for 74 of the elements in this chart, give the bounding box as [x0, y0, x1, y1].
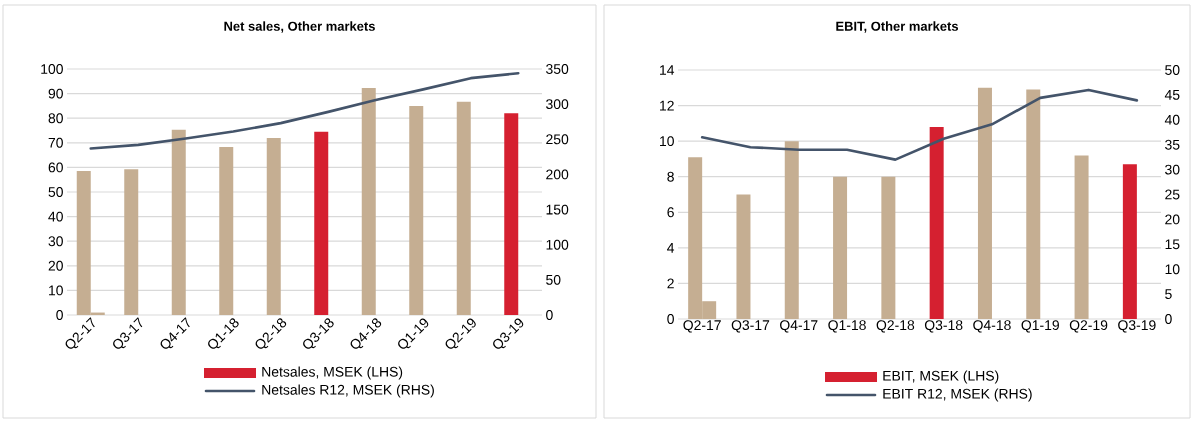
chart-title: Net sales, Other markets [224, 21, 375, 33]
y2-tick-label: 0 [1165, 314, 1172, 324]
y-tick-label: 0 [667, 314, 674, 324]
bar [833, 176, 848, 319]
y2-tick-label: 200 [546, 169, 569, 180]
y-tick-label: 0 [56, 310, 63, 320]
y2-tick-label: 250 [546, 134, 569, 145]
bar [1074, 155, 1089, 319]
y2-tick-label: 5 [1165, 289, 1172, 299]
y-tick-label: 20 [48, 260, 63, 271]
y-tick-label: 70 [48, 137, 63, 148]
bar [171, 129, 186, 315]
y-tick-label: 60 [48, 162, 63, 173]
legend-label: EBIT, MSEK (LHS) [883, 370, 999, 384]
y2-tick-label: 40 [1164, 114, 1180, 125]
chart-title: EBIT, Other markets [836, 21, 958, 33]
y-tick-label: 6 [667, 207, 674, 218]
bar [361, 87, 376, 315]
x-tick-label: Q4-18 [973, 320, 1011, 333]
line-series [700, 88, 1139, 161]
bar [784, 141, 799, 319]
x-tick-label: Q2-18 [876, 320, 915, 333]
legend-label: Netsales R12, MSEK (RHS) [262, 384, 434, 398]
bar [1122, 164, 1137, 319]
x-tick-label: Q4-17 [780, 320, 818, 333]
y-tick-label: 30 [48, 236, 63, 247]
y2-tick-label: 50 [1165, 65, 1180, 75]
x-tick-label: Q3-19 [1118, 320, 1156, 333]
bar [266, 137, 281, 315]
x-tick-label: Q1-18 [828, 320, 866, 333]
y-tick-label: 14 [660, 65, 675, 75]
bar [881, 176, 896, 319]
bar [409, 105, 424, 315]
y2-tick-label: 15 [1165, 239, 1180, 250]
y2-tick-label: 350 [546, 64, 569, 74]
y2-tick-label: 300 [546, 99, 569, 110]
y-tick-label: 100 [41, 64, 63, 74]
y-tick-label: 80 [48, 113, 63, 124]
bar [977, 87, 992, 319]
y2-tick-label: 10 [1165, 264, 1180, 275]
bar [1026, 89, 1041, 319]
y2-tick-label: 0 [546, 310, 553, 320]
y-tick-label: 12 [660, 100, 674, 111]
x-tick-label: Q2-19 [1069, 320, 1108, 333]
bar [929, 126, 944, 319]
y2-tick-label: 45 [1164, 90, 1180, 100]
y-tick-label: 4 [667, 243, 675, 253]
y2-tick-label: 20 [1165, 214, 1180, 225]
x-tick-label: Q3-17 [731, 320, 770, 333]
y-tick-label: 10 [49, 285, 63, 296]
y2-tick-label: 150 [546, 204, 569, 215]
x-tick-label: Q3-18 [924, 320, 963, 333]
legend-label: Netsales, MSEK (LHS) [262, 366, 403, 380]
y-tick-label: 50 [48, 187, 63, 197]
bar [314, 131, 329, 315]
x-tick-label: Q2-17 [683, 320, 721, 333]
y2-tick-label: 50 [546, 274, 561, 285]
bar [219, 146, 234, 315]
y2-tick-label: 30 [1165, 164, 1180, 175]
legend-label: EBIT R12, MSEK (RHS) [883, 388, 1032, 402]
y2-tick-label: 35 [1165, 139, 1180, 150]
bar [736, 194, 751, 319]
y2-tick-label: 25 [1165, 189, 1180, 200]
y-tick-label: 90 [48, 88, 63, 99]
y2-tick-label: 100 [546, 239, 569, 250]
y-tick-label: 2 [667, 278, 674, 289]
y-tick-label: 40 [48, 211, 63, 222]
line-series [89, 71, 520, 150]
bar [124, 169, 139, 315]
y-tick-label: 10 [660, 136, 674, 147]
bar [456, 101, 471, 315]
x-tick-label: Q1-19 [1021, 320, 1059, 333]
y-tick-label: 8 [667, 171, 674, 182]
bar [504, 113, 519, 315]
